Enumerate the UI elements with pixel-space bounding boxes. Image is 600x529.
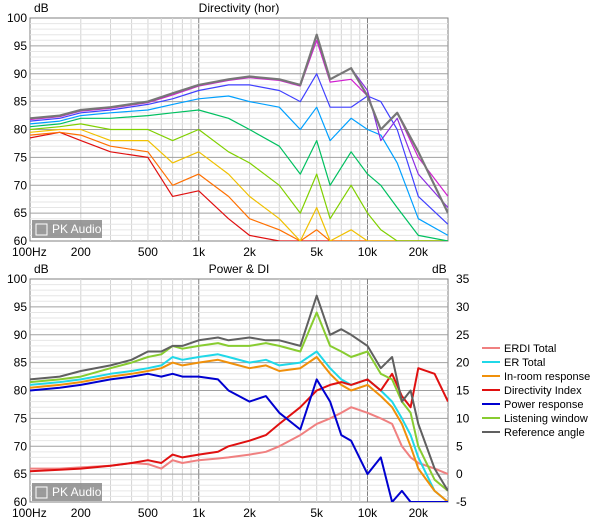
power-di-y-tick-label: 95 — [14, 300, 28, 314]
directivity-x-tick-label: 20k — [409, 245, 429, 259]
legend-label: Reference angle — [504, 427, 585, 439]
directivity-y-tick-label: 65 — [14, 206, 28, 220]
directivity-watermark-text: PK Audio — [52, 222, 102, 236]
power-di-x-tick-label: 5k — [310, 506, 324, 520]
power-di-legend: ERDI Total ER Total In-room response Direct… — [482, 343, 590, 439]
legend-label: Listening window — [504, 413, 588, 425]
directivity-series-angle-4 — [30, 109, 448, 241]
directivity-series — [30, 33, 448, 241]
power-di-y-tick-labels: 60 65 70 75 80 85 90 95 100 — [7, 272, 27, 509]
directivity-x-tick-label: 200 — [71, 245, 91, 259]
power-di-y-tick-label: 100 — [7, 272, 27, 286]
directivity-chart: 60 65 70 75 80 85 90 95 100 100Hz 200 500 1k 2k 5k 10k… — [7, 1, 449, 259]
power-di-right-y-tick-label: 0 — [456, 467, 463, 481]
power-di-x-tick-label: 10k — [358, 506, 378, 520]
legend-label: Directivity Index — [504, 385, 582, 397]
directivity-series-angle-7 — [30, 131, 448, 241]
directivity-x-tick-labels: 100Hz 200 500 1k 2k 5k 10k 20k — [12, 245, 429, 259]
directivity-y-axis-label: dB — [34, 1, 49, 15]
power-di-x-tick-label: 100Hz — [12, 506, 47, 520]
directivity-y-tick-labels: 60 65 70 75 80 85 90 95 100 — [7, 11, 27, 248]
power-di-series-reference-angle — [30, 294, 448, 492]
power-di-y-tick-label: 70 — [14, 439, 28, 453]
power-di-y-tick-label: 85 — [14, 356, 28, 370]
power-di-x-tick-label: 500 — [138, 506, 158, 520]
power-di-right-y-tick-labels: -5 0 5 10 15 20 25 30 35 — [456, 272, 470, 509]
power-di-y-tick-label: 75 — [14, 411, 28, 425]
directivity-series-angle-8 — [30, 131, 448, 241]
power-di-right-y-tick-label: -5 — [456, 495, 467, 509]
directivity-x-tick-label: 1k — [192, 245, 206, 259]
power-di-series-er-total — [30, 350, 448, 502]
directivity-y-tick-label: 60 — [14, 234, 28, 248]
power-di-y-axis-label: dB — [34, 262, 49, 276]
power-di-y-tick-label: 90 — [14, 328, 28, 342]
directivity-watermark-background — [32, 220, 102, 238]
power-di-series-directivity-index — [30, 367, 448, 473]
power-di-right-y-tick-label: 30 — [456, 300, 470, 314]
directivity-x-tick-label: 5k — [310, 245, 324, 259]
power-di-right-y-tick-label: 10 — [456, 411, 470, 425]
power-di-x-tick-label: 200 — [71, 506, 91, 520]
directivity-y-tick-label: 95 — [14, 39, 28, 53]
power-di-x-tick-label: 20k — [409, 506, 429, 520]
directivity-y-tick-label: 70 — [14, 178, 28, 192]
legend-label: ER Total — [504, 357, 545, 369]
directivity-chart-title: Directivity (hor) — [199, 1, 280, 15]
directivity-watermark: PK Audio — [32, 220, 102, 238]
directivity-series-angle-2 — [30, 73, 448, 225]
directivity-y-tick-label: 80 — [14, 123, 28, 137]
directivity-x-tick-label: 100Hz — [12, 245, 47, 259]
power-di-series-erdi-total — [30, 406, 448, 476]
legend-label: In-room response — [504, 371, 590, 383]
power-di-right-y-tick-label: 15 — [456, 384, 470, 398]
directivity-x-tick-label: 10k — [358, 245, 378, 259]
directivity-y-tick-label: 100 — [7, 11, 27, 25]
power-di-y-tick-label: 80 — [14, 384, 28, 398]
directivity-series-angle-5 — [30, 123, 448, 241]
power-di-watermark-background — [32, 483, 102, 501]
directivity-x-tick-label: 500 — [138, 245, 158, 259]
power-di-y-tick-label: 65 — [14, 467, 28, 481]
directivity-series-angle-9 — [30, 33, 448, 214]
power-di-x-tick-labels: 100Hz 200 500 1k 2k 5k 10k 20k — [12, 506, 429, 520]
legend-label: ERDI Total — [504, 343, 556, 355]
power-di-right-y-tick-label: 25 — [456, 328, 470, 342]
directivity-y-tick-label: 85 — [14, 95, 28, 109]
power-di-x-tick-label: 2k — [243, 506, 257, 520]
power-di-series-in-room-response — [30, 356, 448, 502]
power-di-chart: 60 65 70 75 80 85 90 95 100 -5 0 5 10 15 20 25 30 35 100… — [7, 262, 590, 520]
power-di-series-power-response — [30, 372, 448, 502]
legend-label: Power response — [504, 399, 584, 411]
power-di-series — [30, 294, 448, 502]
watermark-logo-icon — [35, 486, 48, 499]
power-di-y-tick-label: 60 — [14, 495, 28, 509]
power-di-right-y-tick-label: 20 — [456, 356, 470, 370]
power-di-x-tick-label: 1k — [192, 506, 206, 520]
watermark-logo-icon — [35, 223, 48, 236]
power-di-watermark: PK Audio — [32, 483, 102, 501]
directivity-series-angle-6 — [30, 128, 448, 241]
power-di-right-y-tick-label: 35 — [456, 272, 470, 286]
power-di-right-y-axis-label: dB — [432, 262, 447, 276]
power-di-right-y-tick-label: 5 — [456, 439, 463, 453]
directivity-series-angle-3 — [30, 95, 448, 236]
directivity-y-tick-label: 75 — [14, 150, 28, 164]
directivity-y-tick-label: 90 — [14, 67, 28, 81]
power-di-watermark-text: PK Audio — [52, 485, 102, 499]
power-di-chart-title: Power & DI — [209, 262, 270, 276]
power-di-grid — [30, 279, 448, 502]
power-di-series-listening-window — [30, 311, 448, 492]
directivity-x-tick-label: 2k — [243, 245, 257, 259]
